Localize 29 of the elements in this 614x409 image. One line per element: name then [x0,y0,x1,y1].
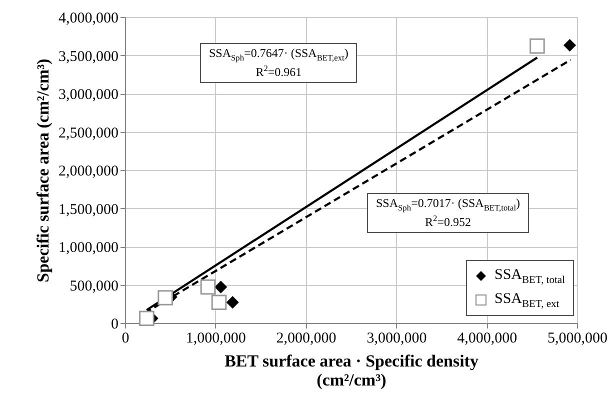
point [530,38,545,54]
legend-label: SSA$_{BET, total}$ [494,266,565,286]
y-tick-label: 1,000,000 [58,240,118,256]
y-tick-label: 2,000,000 [58,164,118,180]
y-tick-label: 500,000 [70,278,118,294]
x-tick-label: 3,000,000 [366,330,427,346]
y-tick-label: 3,000,000 [58,87,118,103]
x-tick-label: 4,000,000 [457,330,518,346]
y-tick-label: 4,000,000 [58,10,118,26]
x-tick-label: 1,000,000 [186,330,246,346]
x-tick-label: 2,000,000 [276,330,336,346]
point [200,279,216,295]
point [139,310,154,326]
y-tick-label: 0 [111,316,118,332]
legend-label: SSA$_{BET, ext}$ [494,290,560,310]
y-tick-label: 2,500,000 [58,125,118,142]
x-axis-title: BET surface area · Specific density (cm²/cm³) [224,352,479,390]
y-axis-title: Specific surface area (cm²/cm³) [34,58,52,282]
x-tick-label: 5,000,000 [548,330,608,346]
point [226,296,239,308]
point [564,39,576,52]
text: SSA$_{Sph}$=0.7017· (SSA$_{BET,total}$) R$^{2}$=0.952 [376,196,520,229]
y-tick-label: 1,500,000 [58,202,118,218]
point [158,290,173,306]
y-tick-label: 3,500,000 [58,48,118,65]
x-tick-label: 0 [122,330,130,346]
point [211,294,227,310]
text: SSA$_{Sph}$=0.7647· (SSA$_{BET,ext}$) R$^{2}$=0.961 [209,46,348,79]
point [214,281,227,294]
